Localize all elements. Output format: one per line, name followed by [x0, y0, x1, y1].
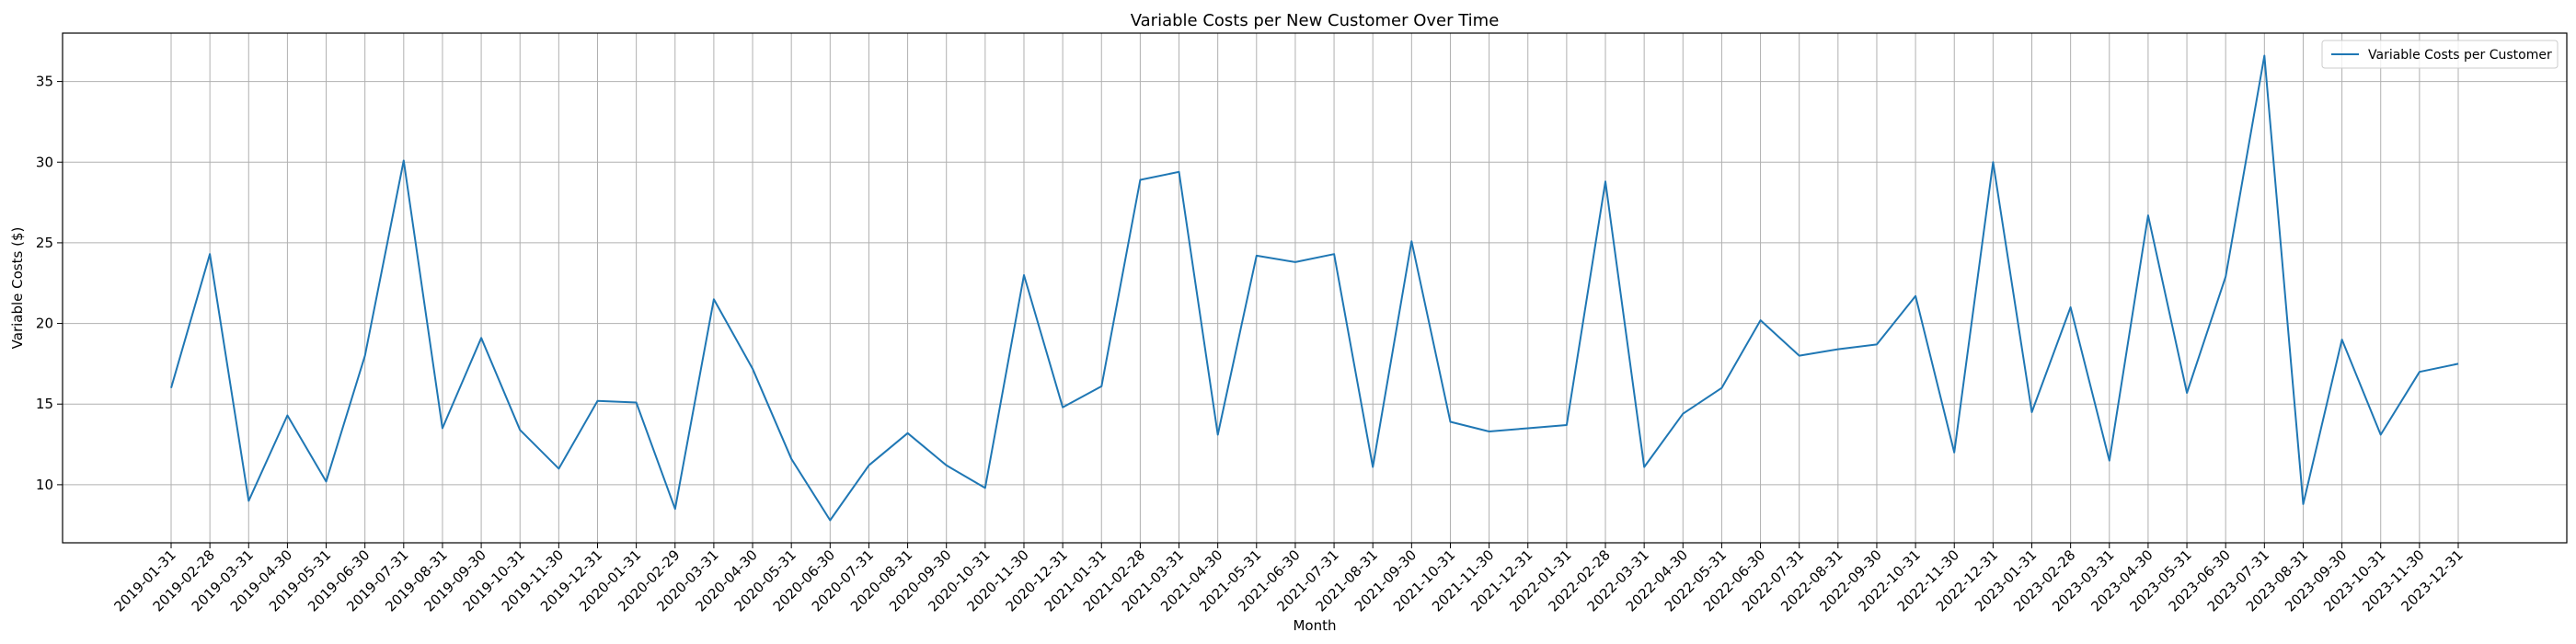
y-tick-label: 20 — [36, 316, 53, 332]
y-axis-title: Variable Costs ($) — [9, 227, 26, 350]
plot-frame — [62, 32, 2568, 544]
y-tick-label: 10 — [36, 477, 53, 493]
legend-label: Variable Costs per Customer — [2368, 48, 2552, 63]
legend-box — [2321, 40, 2559, 69]
series-line — [170, 54, 2459, 522]
y-tick-label: 35 — [36, 74, 53, 90]
x-axis-title: Month — [1293, 617, 1336, 634]
legend: Variable Costs per Customer — [2321, 40, 2559, 69]
y-tick-label: 25 — [36, 235, 53, 251]
line-layer — [170, 54, 2459, 522]
y-tick-label: 30 — [36, 154, 53, 170]
grid-layer — [63, 33, 2567, 543]
y-tick-label: 15 — [36, 396, 53, 412]
chart-title: Variable Costs per New Customer Over Tim… — [1131, 11, 1500, 30]
